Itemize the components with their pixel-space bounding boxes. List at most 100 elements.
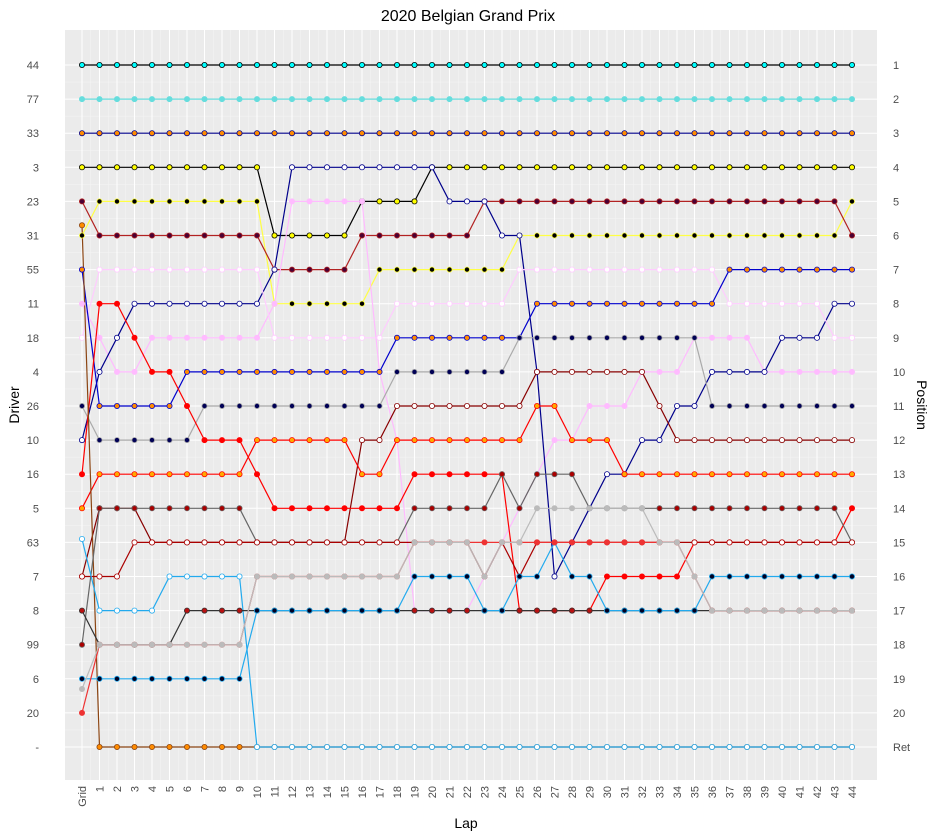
series-point-8 [639, 437, 646, 444]
position-tick-label: 10 [893, 367, 905, 379]
series-point-9 [341, 334, 348, 341]
series-point-19 [411, 607, 418, 614]
series-point-7 [236, 334, 243, 341]
series-point-8 [849, 300, 856, 307]
series-point-17 [306, 539, 313, 546]
series-point-20 [639, 607, 646, 614]
series-point-22 [79, 686, 86, 693]
series-point-4 [814, 164, 821, 171]
series-point-18 [393, 744, 400, 751]
position-tick-label: 12 [893, 435, 905, 447]
series-point-5 [393, 266, 400, 273]
series-point-4 [341, 232, 348, 239]
series-point-5 [358, 300, 365, 307]
series-point-6 [96, 232, 103, 239]
series-point-14 [131, 471, 138, 478]
series-point-22 [534, 505, 541, 512]
series-point-2 [569, 96, 576, 103]
series-point-8 [674, 402, 681, 409]
series-point-9 [674, 266, 681, 273]
series-point-13 [131, 334, 138, 341]
series-point-18 [604, 744, 611, 751]
series-point-8 [446, 198, 453, 205]
series-point-6 [183, 232, 190, 239]
series-point-20 [341, 607, 348, 614]
series-point-22 [323, 573, 330, 580]
series-point-4 [709, 164, 716, 171]
series-point-14 [551, 402, 558, 409]
driver-tick-label: 77 [27, 94, 39, 106]
position-tick-label: 4 [893, 162, 899, 174]
series-point-18 [761, 744, 768, 751]
series-point-20 [288, 607, 295, 614]
lap-tick-label: 42 [812, 786, 824, 798]
series-point-18 [621, 744, 628, 751]
series-point-9 [779, 300, 786, 307]
series-point-14 [463, 437, 470, 444]
series-point-5 [744, 232, 751, 239]
series-point-1 [323, 62, 330, 69]
series-point-2 [849, 96, 856, 103]
series-point-9 [761, 300, 768, 307]
series-point-22 [96, 641, 103, 648]
series-point-10 [726, 266, 733, 273]
series-point-1 [218, 62, 225, 69]
lap-tick-label: 26 [532, 786, 544, 798]
series-point-4 [446, 164, 453, 171]
series-point-3 [849, 130, 856, 137]
series-point-9 [131, 266, 138, 273]
series-point-4 [79, 164, 86, 171]
series-point-5 [306, 300, 313, 307]
series-point-15 [96, 744, 103, 751]
series-point-8 [96, 368, 103, 375]
series-point-7 [183, 334, 190, 341]
series-point-3 [604, 130, 611, 137]
series-point-2 [271, 96, 278, 103]
series-point-14 [96, 471, 103, 478]
y-axis-label-right: Position [914, 380, 930, 430]
lap-tick-label: 10 [252, 786, 264, 798]
series-point-1 [166, 62, 173, 69]
series-point-1 [393, 62, 400, 69]
series-point-18 [463, 744, 470, 751]
series-point-5 [183, 198, 190, 205]
series-point-8 [306, 164, 313, 171]
series-point-2 [96, 96, 103, 103]
series-point-12 [621, 368, 628, 375]
series-point-17 [761, 539, 768, 546]
series-point-20 [849, 573, 856, 580]
series-point-17 [341, 539, 348, 546]
lap-tick-label: 7 [200, 786, 212, 792]
series-point-22 [428, 539, 435, 546]
series-point-14 [341, 437, 348, 444]
series-point-22 [744, 607, 751, 614]
series-point-14 [446, 437, 453, 444]
series-point-20 [621, 607, 628, 614]
series-point-20 [393, 607, 400, 614]
series-point-11 [411, 368, 418, 375]
series-point-11 [218, 402, 225, 409]
series-point-2 [604, 96, 611, 103]
position-tick-label: 3 [893, 128, 899, 140]
position-tick-label: 17 [893, 606, 905, 618]
series-point-2 [463, 96, 470, 103]
lap-tick-label: 3 [130, 786, 142, 792]
series-point-20 [534, 573, 541, 580]
lap-tick-label: 19 [410, 786, 422, 798]
series-point-7 [358, 198, 365, 205]
position-tick-label: 14 [893, 503, 905, 515]
series-point-11 [166, 437, 173, 444]
series-point-14 [709, 471, 716, 478]
series-point-16 [674, 505, 681, 512]
position-tick-label: 9 [893, 333, 899, 345]
series-point-20 [428, 573, 435, 580]
series-point-15 [79, 222, 86, 229]
series-point-10 [236, 368, 243, 375]
series-point-22 [831, 607, 838, 614]
series-point-3 [709, 130, 716, 137]
series-point-17 [779, 539, 786, 546]
series-point-22 [306, 573, 313, 580]
series-point-1 [358, 62, 365, 69]
lap-tick-label: 5 [165, 786, 177, 792]
series-point-17 [796, 539, 803, 546]
